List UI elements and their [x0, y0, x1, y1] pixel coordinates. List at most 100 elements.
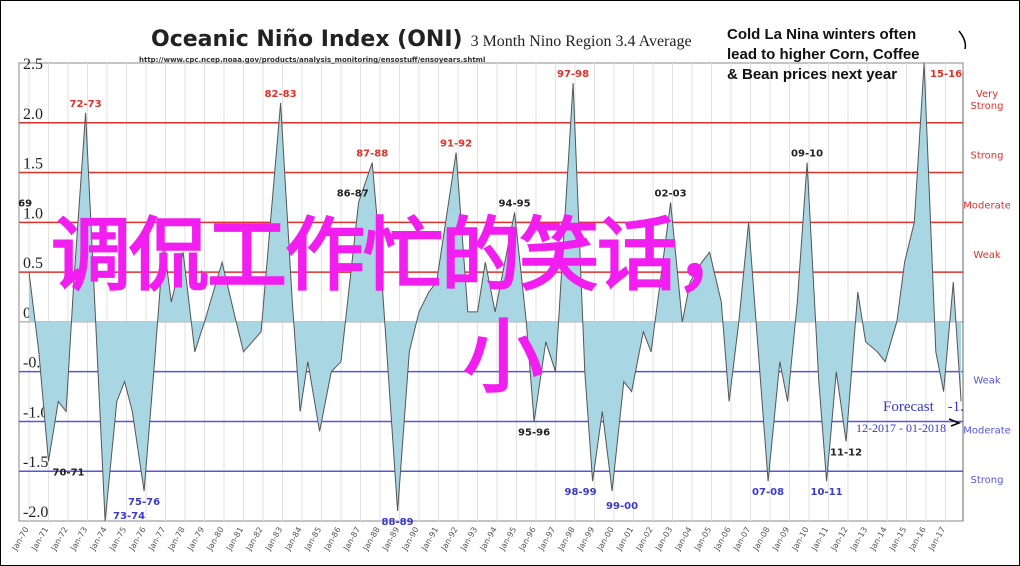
x-tick-label: Jan-79: [185, 526, 206, 553]
x-tick-label: Jan-86: [322, 526, 343, 553]
x-tick-label: Jan-07: [731, 526, 752, 553]
x-tick-label: Jan-12: [829, 526, 850, 553]
event-label: 69: [18, 198, 32, 209]
event-label: 97-98: [557, 69, 589, 80]
x-tick-label: Jan-04: [673, 526, 694, 553]
oni-line: [28, 62, 962, 522]
x-tick-label: Jan-92: [439, 526, 460, 553]
event-label: 10-11: [811, 487, 843, 498]
threshold-label: Strong: [971, 475, 1004, 486]
x-tick-label: Jan-97: [536, 526, 557, 553]
x-tick-label: Jan-00: [595, 526, 616, 553]
x-tick-label: Jan-72: [49, 526, 70, 553]
threshold-label: Moderate: [963, 425, 1011, 436]
x-tick-label: Jan-13: [848, 526, 869, 553]
threshold-label: Moderate: [963, 200, 1011, 211]
event-label: 11-12: [830, 447, 862, 458]
overlay-caption: 调侃工作忙的笑话，: [51, 209, 755, 302]
event-label: 98-99: [565, 487, 597, 498]
x-tick-label: Jan-15: [887, 526, 908, 553]
y-tick-label: -2.0: [23, 504, 48, 521]
x-tick-label: Jan-99: [575, 526, 596, 553]
event-label: 87-88: [356, 149, 388, 160]
x-tick-label: Jan-78: [166, 526, 187, 553]
x-tick-label: Jan-03: [653, 526, 674, 553]
threshold-label: Strong: [971, 101, 1004, 112]
chart-title: Oceanic Niño Index (ONI) 3 Month Nino Reg…: [151, 27, 692, 52]
forecast-dates: 12-2017 - 01-2018: [856, 421, 946, 435]
event-label: 73-74: [113, 511, 145, 522]
x-tick-label: Jan-87: [341, 526, 362, 553]
x-tick-label: Jan-70: [10, 526, 31, 553]
x-tick-label: Jan-11: [809, 526, 830, 553]
x-tick-label: Jan-05: [692, 526, 713, 553]
x-tick-label: Jan-16: [907, 526, 928, 553]
event-label: 94-95: [499, 198, 531, 209]
x-tick-label: Jan-01: [614, 526, 635, 553]
event-label: 72-73: [70, 99, 102, 110]
threshold-label: Very: [976, 89, 998, 100]
x-tick-label: Jan-84: [283, 526, 304, 553]
x-tick-label: Jan-76: [127, 526, 148, 553]
annotation-note: Cold La Nina winters often lead to highe…: [727, 25, 967, 85]
x-tick-label: Jan-96: [517, 526, 538, 553]
annotation-arrow: [958, 30, 967, 50]
event-label: 75-76: [128, 497, 160, 508]
oni-area: [29, 63, 962, 521]
x-tick-label: Jan-93: [458, 526, 479, 553]
threshold-label: Weak: [973, 250, 1001, 261]
x-tick-label: Jan-81: [224, 526, 245, 553]
event-label: 91-92: [440, 139, 472, 150]
y-tick-label: -1.5: [23, 454, 48, 471]
event-label: 99-00: [606, 501, 638, 512]
forecast-text: Forecast: [883, 399, 934, 415]
event-label: 86-87: [337, 188, 369, 199]
x-tick-label: Jan-98: [556, 526, 577, 553]
event-label: 02-03: [655, 188, 687, 199]
x-tick-label: Jan-71: [29, 526, 50, 553]
event-label: 88-89: [382, 517, 414, 528]
event-label: 70-71: [53, 467, 85, 478]
overlay-caption-2: 小: [463, 311, 543, 404]
x-tick-label: Jan-14: [868, 526, 889, 553]
y-tick-label: 1.0: [23, 205, 43, 222]
y-tick-label: 2.0: [23, 106, 43, 123]
source-url: http://www.cpc.ncep.noaa.gov/products/an…: [139, 56, 486, 64]
chart-subtitle: 3 Month Nino Region 3.4 Average: [470, 33, 692, 50]
x-tick-label: Jan-10: [790, 526, 811, 553]
event-label: 07-08: [752, 487, 784, 498]
x-tick-label: Jan-82: [244, 526, 265, 553]
event-label: 95-96: [518, 427, 550, 438]
y-tick-label: -1.0: [23, 404, 48, 421]
x-tick-label: Jan-80: [205, 526, 226, 553]
x-tick-label: Jan-08: [751, 526, 772, 553]
threshold-label: Strong: [971, 151, 1004, 162]
event-label: 09-10: [791, 149, 823, 160]
x-tick-label: Jan-88: [361, 526, 382, 553]
forecast-value: -1.: [947, 399, 964, 415]
y-tick-label: 0: [23, 305, 31, 322]
y-tick-label: 2.5: [23, 56, 43, 73]
y-tick-label: 1.5: [23, 156, 43, 173]
y-tick-label: 0.5: [23, 255, 43, 272]
x-tick-label: Jan-85: [302, 526, 323, 553]
annotation-line: Cold La Nina winters often: [727, 26, 917, 43]
annotation-line: lead to higher Corn, Coffee: [727, 46, 920, 63]
annotation-line: & Bean prices next year: [727, 66, 898, 83]
title-text: Oceanic Niño Index (ONI): [151, 27, 463, 52]
x-tick-label: Jan-89: [380, 526, 401, 553]
x-tick-label: Jan-95: [497, 526, 518, 553]
x-tick-label: Jan-73: [68, 526, 89, 553]
event-label: 15-16: [930, 69, 962, 80]
x-tick-label: Jan-91: [419, 526, 440, 553]
threshold-label: Weak: [973, 376, 1001, 387]
x-tick-label: Jan-02: [634, 526, 655, 553]
x-tick-label: Jan-83: [263, 526, 284, 553]
forecast-arrow: [948, 418, 962, 427]
x-tick-label: Jan-09: [770, 526, 791, 553]
x-tick-label: Jan-17: [926, 526, 947, 553]
forecast-label: Forecast -1.: [883, 399, 964, 416]
x-tick-label: Jan-75: [107, 526, 128, 553]
